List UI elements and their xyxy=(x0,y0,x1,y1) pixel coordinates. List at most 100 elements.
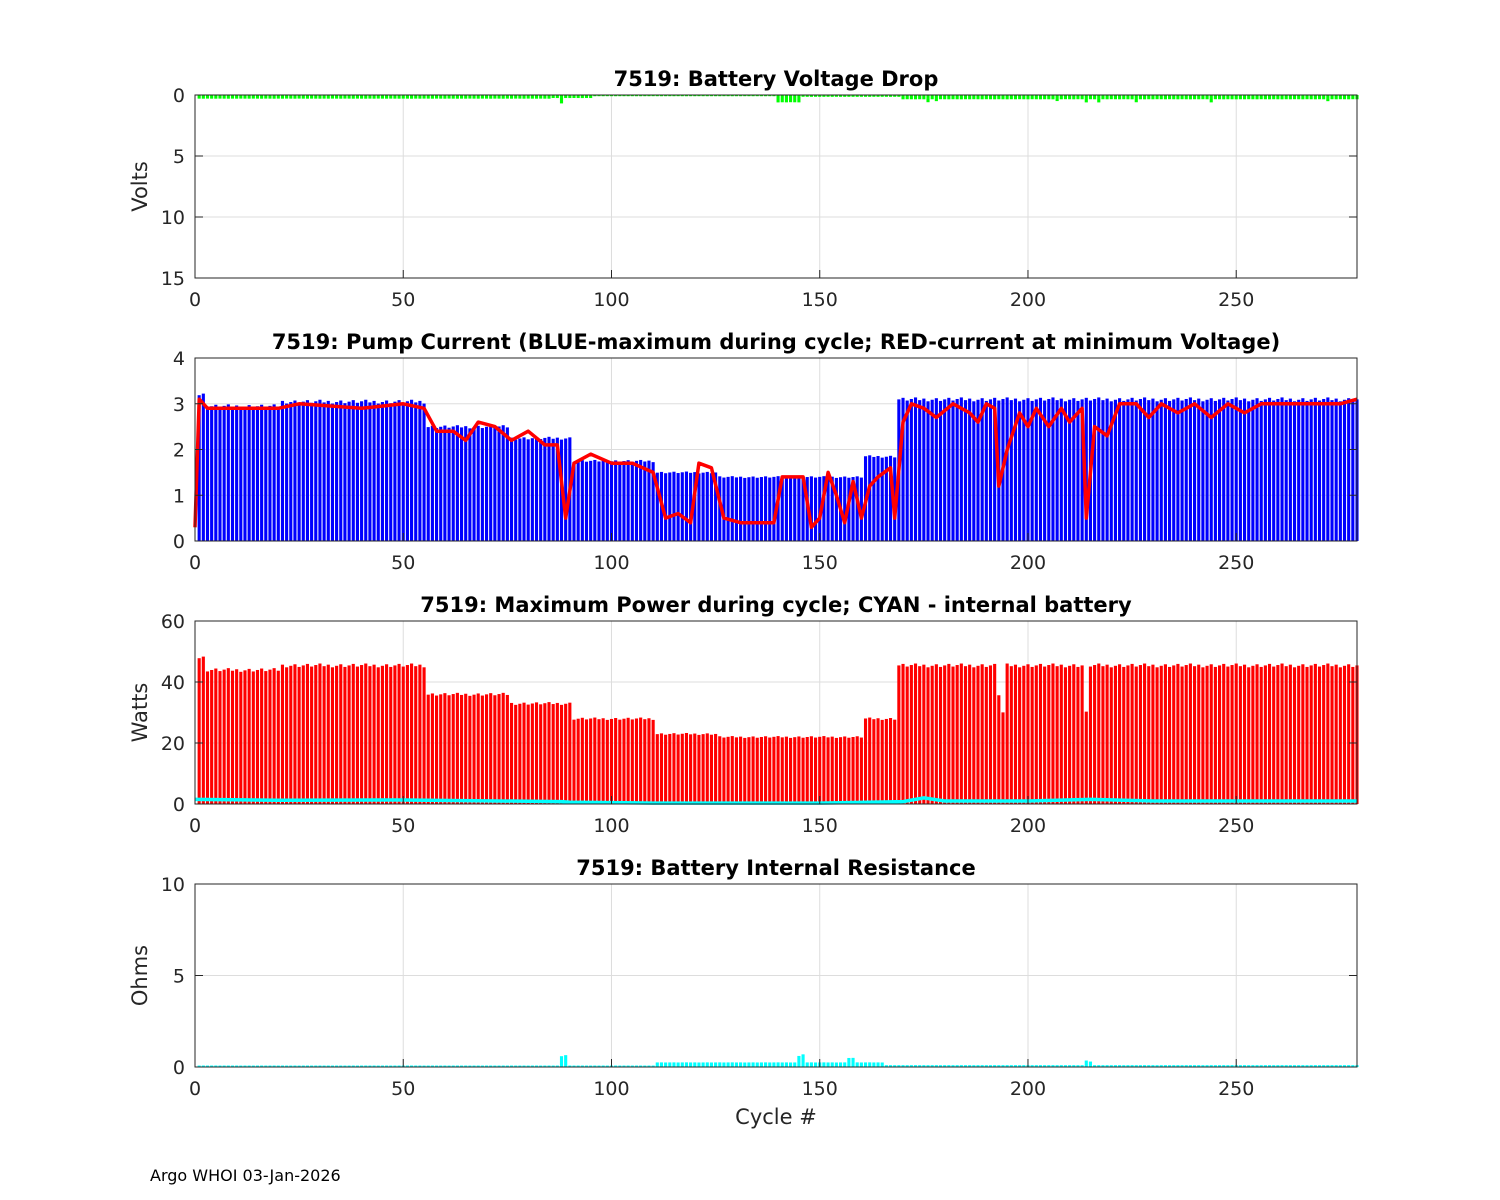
bar xyxy=(230,670,235,804)
bar xyxy=(976,399,980,541)
bar xyxy=(930,1065,934,1067)
bar xyxy=(684,471,689,541)
bar xyxy=(526,1065,530,1067)
bar xyxy=(1292,1065,1297,1067)
bar xyxy=(205,407,210,541)
bar xyxy=(830,736,834,804)
bar xyxy=(934,664,938,804)
bar xyxy=(697,734,701,804)
bar xyxy=(705,733,709,804)
bar xyxy=(814,95,818,97)
bar xyxy=(1080,399,1084,541)
bar xyxy=(243,95,247,99)
bar xyxy=(1347,398,1351,541)
bar xyxy=(326,400,330,541)
bar xyxy=(335,665,339,804)
bar xyxy=(705,95,709,97)
bar xyxy=(1251,95,1255,100)
bar xyxy=(293,95,297,99)
bar xyxy=(555,702,559,804)
bar xyxy=(826,477,830,541)
bar xyxy=(1272,95,1276,100)
bar xyxy=(1155,667,1159,804)
bar xyxy=(868,1062,872,1067)
bar xyxy=(943,399,947,541)
bar xyxy=(880,1062,884,1067)
bar xyxy=(697,1062,701,1067)
bar xyxy=(622,461,626,541)
y-tick-label: 60 xyxy=(161,611,185,633)
bar xyxy=(380,402,384,541)
bar xyxy=(1284,1065,1288,1067)
bar xyxy=(1134,95,1138,103)
bar xyxy=(339,95,343,99)
bar xyxy=(684,1062,689,1067)
bar xyxy=(1084,1060,1088,1067)
bar xyxy=(868,717,872,804)
bar xyxy=(1143,397,1147,541)
bar xyxy=(689,734,693,804)
bar xyxy=(1159,399,1163,541)
bar xyxy=(905,400,909,541)
bar xyxy=(843,1062,847,1067)
bar xyxy=(1326,397,1330,541)
bar xyxy=(401,402,405,541)
bar xyxy=(397,663,401,804)
bar xyxy=(1188,663,1192,804)
bar xyxy=(1201,667,1205,804)
bar xyxy=(893,95,897,97)
bar xyxy=(997,95,1001,100)
bar xyxy=(568,1065,572,1067)
bar xyxy=(439,95,443,99)
bar xyxy=(1051,1065,1055,1067)
bar xyxy=(389,666,393,804)
bar xyxy=(1068,1065,1072,1067)
bar xyxy=(280,95,285,99)
bar xyxy=(747,1062,751,1067)
bar xyxy=(326,664,330,804)
bar xyxy=(1222,95,1226,100)
bar xyxy=(418,95,422,99)
x-tick-label: 150 xyxy=(802,1078,838,1100)
bar xyxy=(201,393,205,541)
bar xyxy=(351,1065,355,1067)
bar xyxy=(226,95,230,99)
x-tick-label: 250 xyxy=(1218,815,1254,837)
bar xyxy=(968,95,972,100)
bar xyxy=(843,736,847,804)
bar xyxy=(901,1065,905,1067)
bar xyxy=(888,95,893,97)
bar xyxy=(347,95,351,99)
bar xyxy=(822,95,826,97)
bar xyxy=(276,1065,280,1067)
bar xyxy=(722,1062,726,1067)
bar xyxy=(351,95,355,99)
bar xyxy=(1301,664,1305,804)
bar xyxy=(1147,666,1151,804)
bar xyxy=(963,400,968,541)
bar xyxy=(1209,95,1213,103)
bar xyxy=(1068,399,1072,541)
bar xyxy=(1292,95,1297,100)
bar xyxy=(718,95,722,97)
bar xyxy=(714,472,718,541)
bar xyxy=(468,695,472,804)
bar xyxy=(1159,95,1163,100)
bar xyxy=(909,1065,913,1067)
bar xyxy=(1005,663,1009,804)
bar xyxy=(647,718,651,804)
bar xyxy=(968,398,972,541)
bar xyxy=(355,1065,359,1067)
bar xyxy=(701,734,705,804)
bar xyxy=(759,736,763,804)
bar xyxy=(351,663,355,804)
bar xyxy=(326,1065,330,1067)
bar xyxy=(230,1065,235,1067)
bar xyxy=(459,95,464,99)
bar xyxy=(422,667,426,804)
bar xyxy=(1113,665,1117,804)
y-axis-label: Volts xyxy=(128,161,152,212)
bar xyxy=(897,95,901,97)
bar xyxy=(797,476,801,541)
bar xyxy=(976,95,980,100)
